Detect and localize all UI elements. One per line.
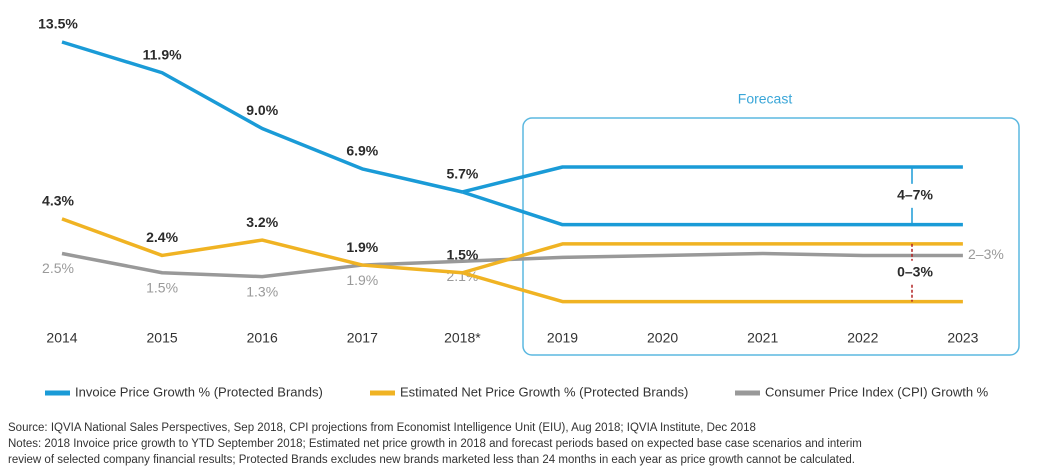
value-label: 1.3% <box>246 283 278 299</box>
x-tick-label: 2023 <box>947 330 978 346</box>
series-line <box>61 40 463 194</box>
value-label: 6.9% <box>346 143 378 159</box>
notes: review of selected company financial res… <box>8 454 855 466</box>
x-tick-label: 2021 <box>747 330 778 346</box>
value-label: 3.2% <box>246 214 278 230</box>
x-tick-label: 2019 <box>547 330 578 346</box>
x-tick-label: 2020 <box>647 330 678 346</box>
value-label: 5.7% <box>446 166 478 182</box>
value-label: 9.0% <box>246 102 278 118</box>
value-label: 11.9% <box>143 46 182 62</box>
forecast-line <box>461 271 963 304</box>
legend-label: Estimated Net Price Growth % (Protected … <box>400 384 688 399</box>
series-line <box>61 217 463 275</box>
range-label: 0–3% <box>897 263 933 279</box>
x-tick-label: 2018* <box>444 330 481 346</box>
range-label: 2–3% <box>968 246 1004 262</box>
x-tick-label: 2017 <box>347 330 378 346</box>
x-tick-label: 2015 <box>147 330 178 346</box>
value-label: 1.9% <box>346 239 378 255</box>
forecast-line <box>461 242 963 275</box>
value-label: 2.5% <box>42 260 74 276</box>
x-tick-label: 2014 <box>46 330 77 346</box>
value-label: 4.3% <box>42 193 74 209</box>
legend-label: Consumer Price Index (CPI) Growth % <box>765 384 989 399</box>
value-label: 1.5% <box>446 246 478 262</box>
notes: Notes: 2018 Invoice price growth to YTD … <box>8 438 862 450</box>
forecast-label: Forecast <box>738 91 793 107</box>
range-label: 4–7% <box>897 187 933 203</box>
forecast-box <box>522 117 1020 356</box>
x-tick-label: 2016 <box>247 330 278 346</box>
value-label: 1.5% <box>146 279 178 295</box>
value-label: 13.5% <box>38 16 78 32</box>
forecast-line <box>461 190 963 227</box>
legend-label: Invoice Price Growth % (Protected Brands… <box>75 384 323 399</box>
value-label: 2.4% <box>146 229 178 245</box>
forecast-line <box>461 165 963 194</box>
x-tick-label: 2022 <box>847 330 878 346</box>
source: Source: IQVIA National Sales Perspective… <box>8 422 756 434</box>
value-label: 1.9% <box>346 272 378 288</box>
